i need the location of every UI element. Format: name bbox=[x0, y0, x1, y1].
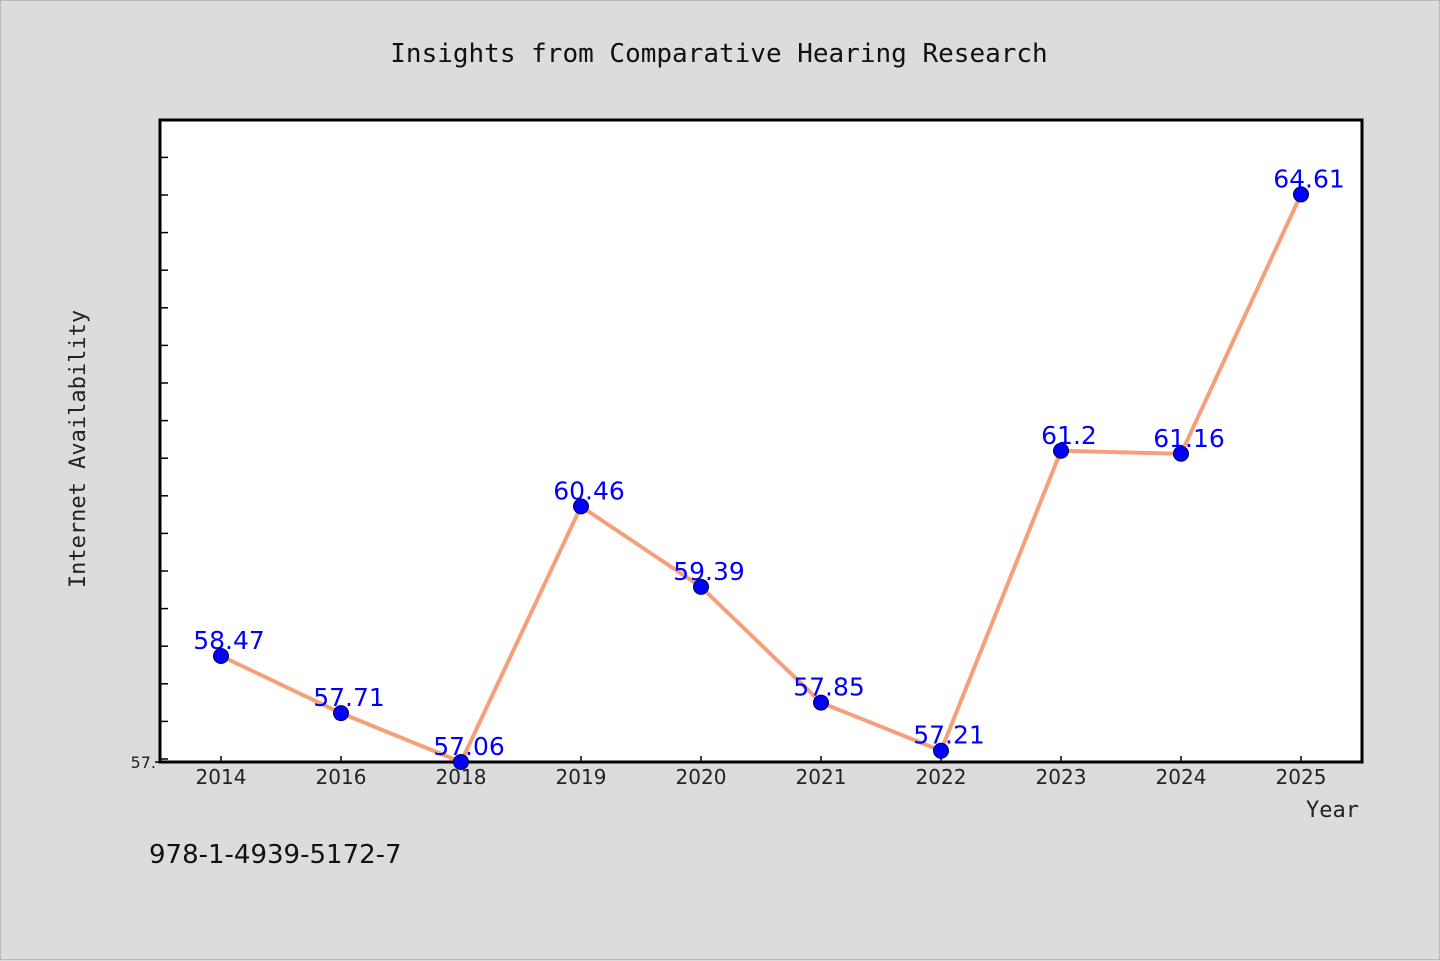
data-label: 61.2 bbox=[1041, 421, 1097, 450]
x-tick-label: 2022 bbox=[916, 765, 967, 789]
data-point bbox=[933, 742, 949, 759]
data-point bbox=[573, 498, 589, 515]
x-tick-label: 2019 bbox=[556, 765, 607, 789]
data-label: 57.71 bbox=[313, 683, 385, 712]
isbn-text: 978-1-4939-5172-7 bbox=[149, 840, 402, 870]
data-point bbox=[1293, 186, 1309, 203]
data-label: 57.21 bbox=[913, 721, 985, 750]
chart-title: Insights from Comparative Hearing Resear… bbox=[390, 39, 1047, 69]
data-label: 58.47 bbox=[193, 626, 265, 655]
x-tick-label: 2025 bbox=[1276, 765, 1327, 789]
data-label: 64.61 bbox=[1273, 164, 1345, 193]
plot-area bbox=[158, 118, 1364, 764]
x-tick-label: 2020 bbox=[676, 765, 727, 789]
x-tick-label: 2023 bbox=[1036, 765, 1087, 789]
data-label: 61.16 bbox=[1153, 424, 1225, 453]
data-point bbox=[1053, 442, 1069, 459]
x-axis-label: Year bbox=[1306, 798, 1359, 823]
x-tick-label: 2016 bbox=[316, 765, 367, 789]
y-tick-label: 57. bbox=[131, 753, 156, 772]
data-point bbox=[1173, 445, 1189, 462]
series-layer: 58.47 57.71 57.06 60.46 59.39 57.85 57.21 61.2 6… bbox=[193, 164, 1345, 770]
data-point bbox=[213, 648, 229, 665]
x-tick-label: 2021 bbox=[796, 765, 847, 789]
data-label: 59.39 bbox=[673, 557, 745, 586]
y-axis-ticks bbox=[155, 156, 168, 763]
data-point bbox=[693, 578, 709, 595]
x-tick-label: 2024 bbox=[1156, 765, 1207, 789]
data-label: 57.85 bbox=[793, 673, 865, 702]
data-point bbox=[813, 694, 829, 711]
series-line bbox=[220, 193, 1303, 764]
data-label: 60.46 bbox=[553, 476, 625, 505]
x-tick-label: 2014 bbox=[196, 765, 247, 789]
data-point bbox=[333, 705, 349, 722]
data-label: 57.06 bbox=[433, 732, 505, 761]
y-axis-label: Internet Availability bbox=[66, 310, 91, 588]
x-axis-ticks: 2014 2016 2018 2019 2020 2021 2022 2023 2024 2025 bbox=[196, 756, 1327, 789]
data-point bbox=[453, 754, 469, 770]
